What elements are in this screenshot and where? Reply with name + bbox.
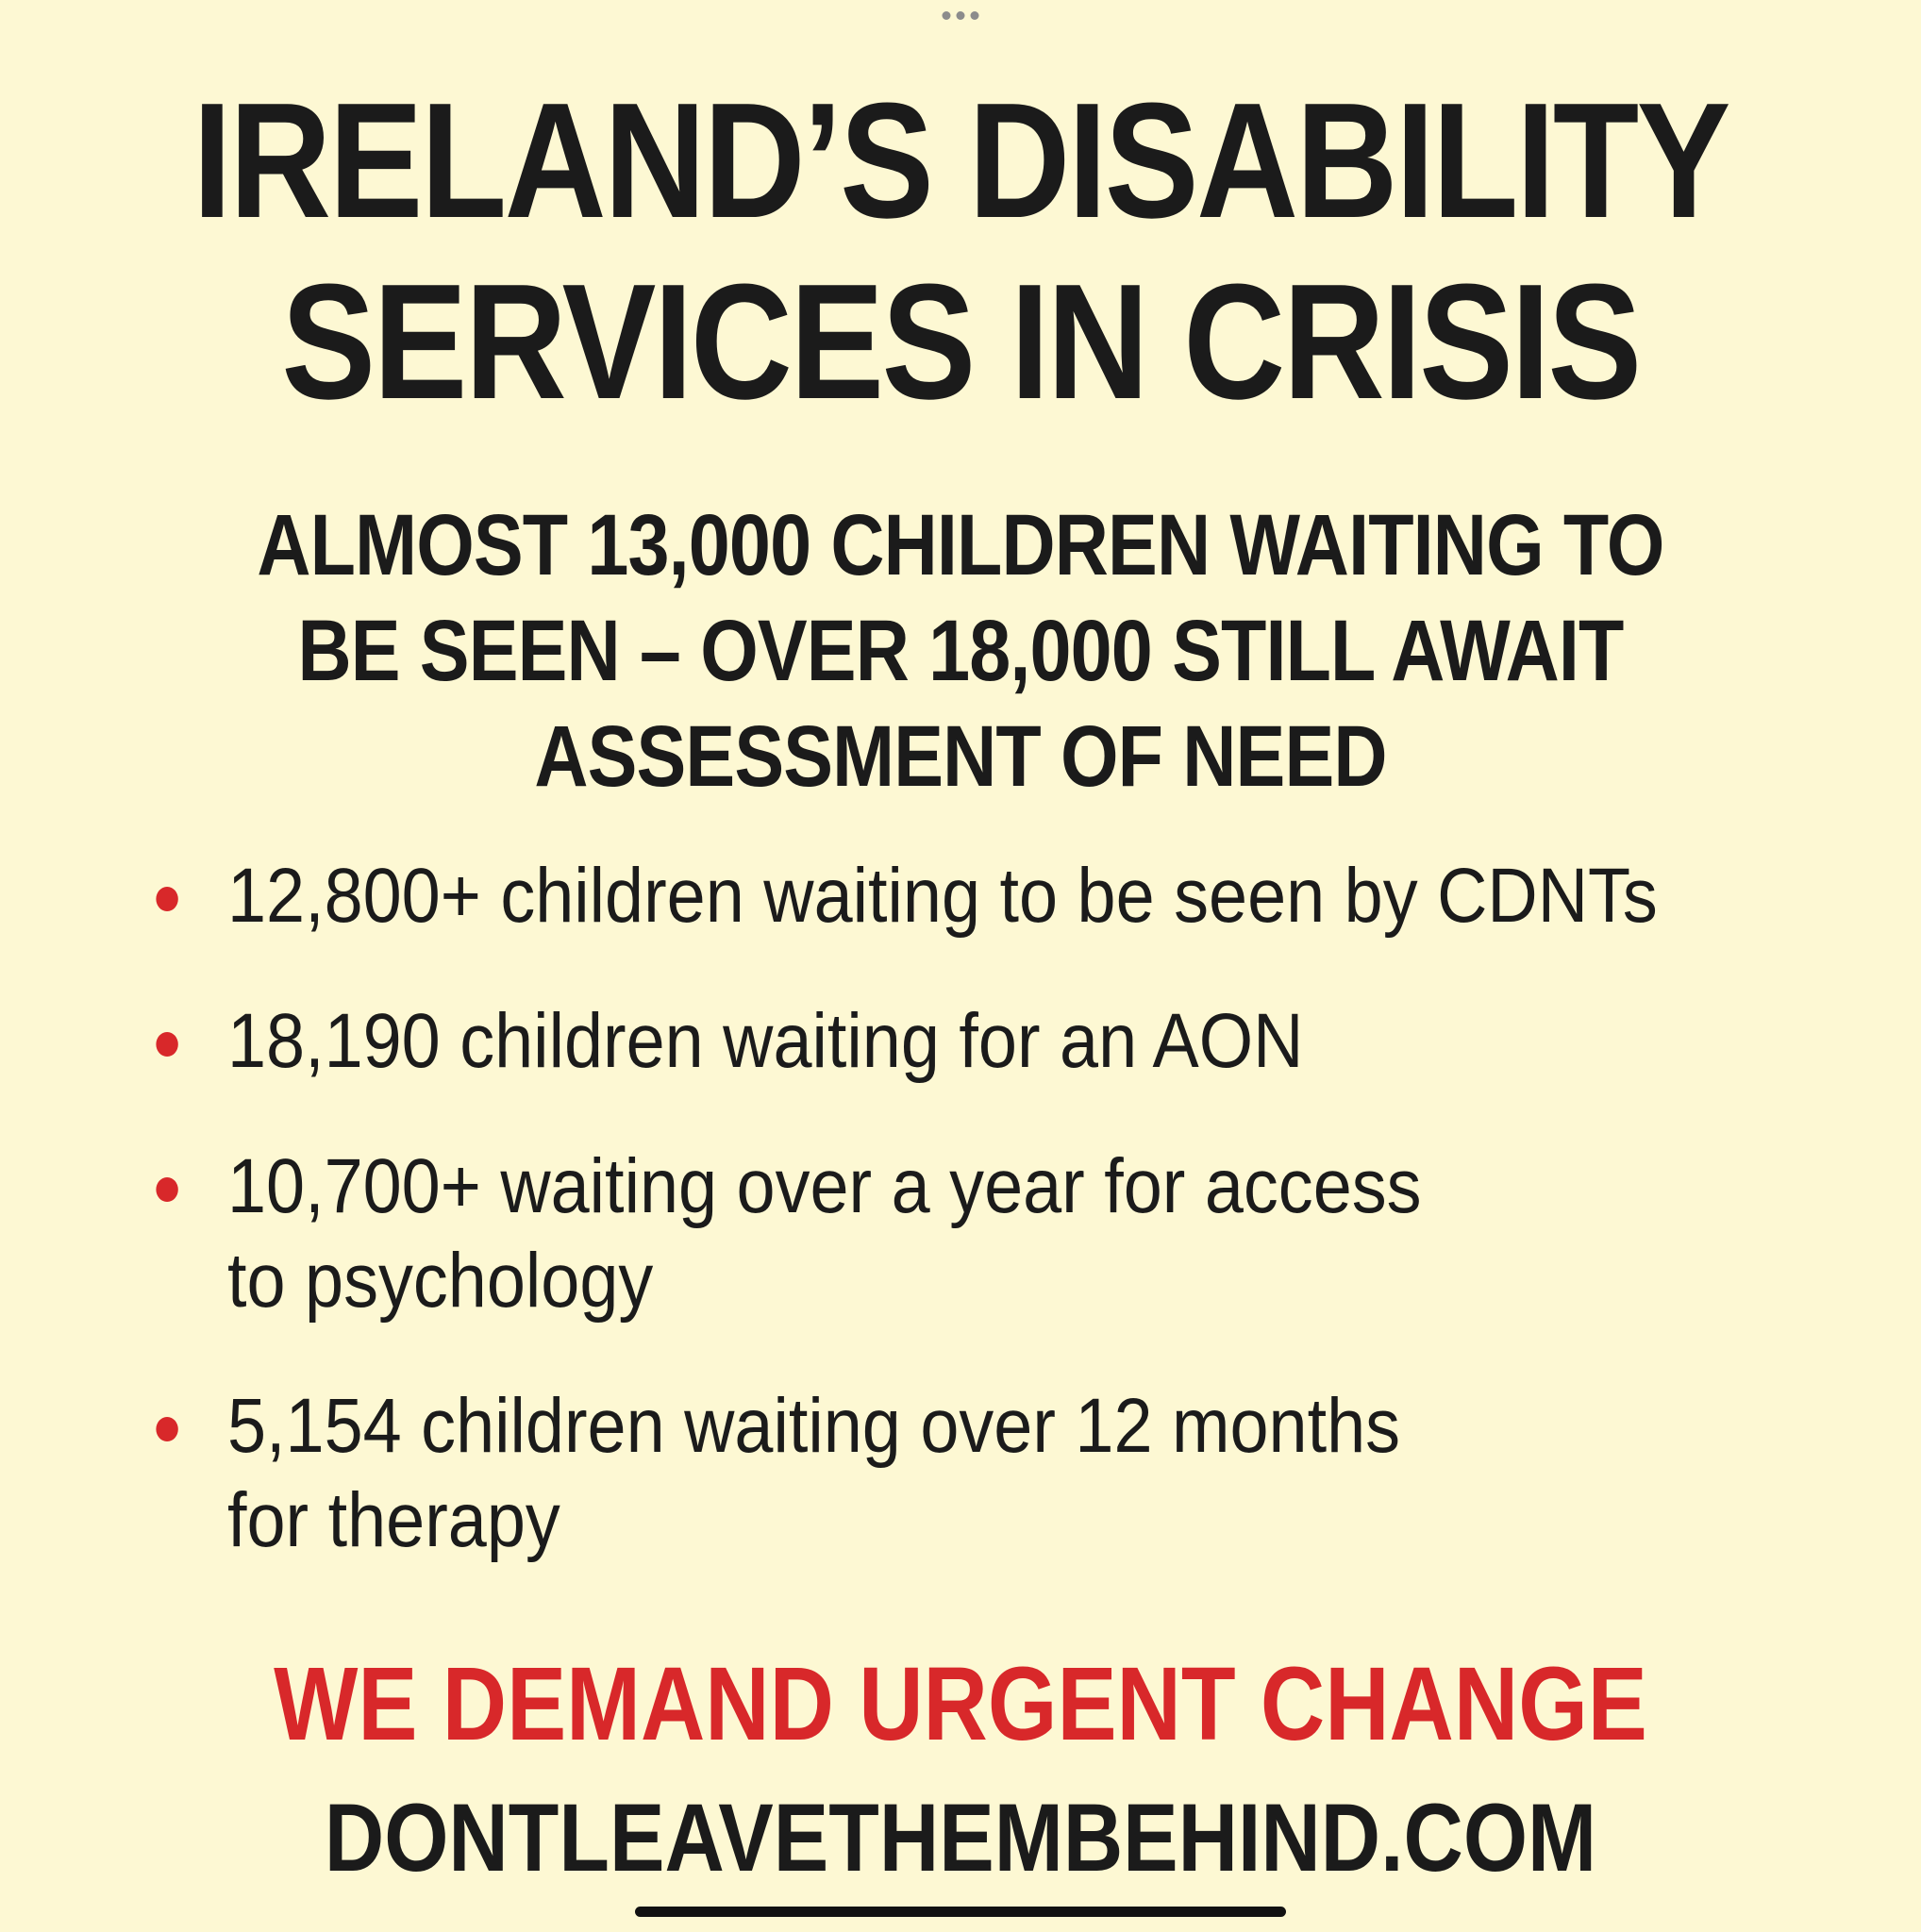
website-link[interactable]: DONTLEAVETHEMBEHIND.COM — [324, 1784, 1597, 1891]
list-item-text: 12,800+ children waiting to be seen by C… — [227, 853, 1658, 939]
title-line-1: IRELAND’S DISABILITY — [192, 68, 1730, 252]
poster-subtitle: ALMOST 13,000 CHILDREN WAITING TO BE SEE… — [135, 492, 1787, 809]
list-item: 5,154 children waiting over 12 months fo… — [151, 1379, 1679, 1568]
list-item: 12,800+ children waiting to be seen by C… — [151, 849, 1679, 943]
list-item-text: 18,190 children waiting for an AON — [227, 998, 1304, 1084]
list-item: 18,190 children waiting for an AON — [151, 994, 1679, 1089]
more-options-icon[interactable] — [942, 11, 979, 20]
statistics-list: 12,800+ children waiting to be seen by C… — [151, 849, 1849, 1619]
bullet-dot-icon — [156, 1417, 178, 1441]
list-item-text-continued: to psychology — [227, 1238, 654, 1324]
dot — [942, 11, 951, 20]
list-item: 10,700+ waiting over a year for access t… — [151, 1140, 1679, 1328]
dot — [970, 11, 979, 20]
list-item-text: 10,700+ waiting over a year for access — [227, 1143, 1422, 1229]
poster-title: IRELAND’S DISABILITY SERVICES IN CRISIS — [135, 70, 1787, 432]
bullet-dot-icon — [156, 1177, 178, 1202]
subtitle-line-1: ALMOST 13,000 CHILDREN WAITING TO — [257, 497, 1664, 593]
home-indicator[interactable] — [635, 1907, 1286, 1917]
bullet-dot-icon — [156, 1032, 178, 1057]
bullet-dot-icon — [156, 887, 178, 911]
subtitle-line-3: ASSESSMENT OF NEED — [534, 708, 1387, 805]
title-line-2: SERVICES IN CRISIS — [281, 249, 1642, 433]
subtitle-line-2: BE SEEN – OVER 18,000 STILL AWAIT — [297, 603, 1624, 699]
list-item-text: 5,154 children waiting over 12 months — [227, 1383, 1401, 1469]
list-item-text-continued: for therapy — [227, 1477, 560, 1563]
call-to-action: WE DEMAND URGENT CHANGE — [274, 1646, 1647, 1762]
dot — [956, 11, 965, 20]
